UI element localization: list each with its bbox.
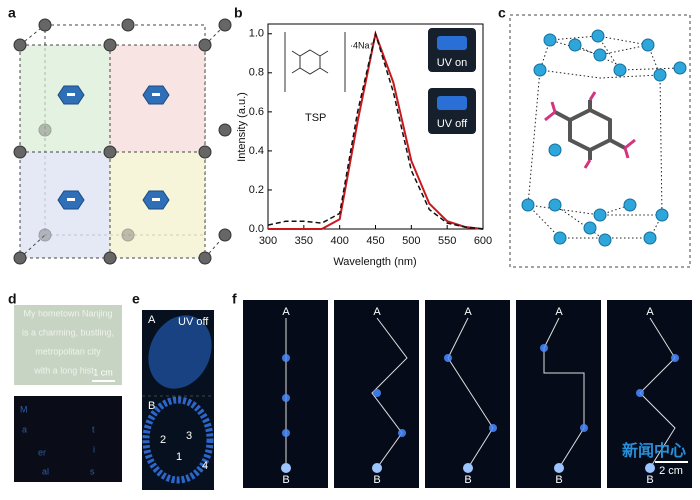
glow-letter: a [22, 424, 27, 434]
glow-dot [489, 424, 497, 432]
y-tick-label: 0.0 [249, 223, 264, 235]
panel-d: My hometown Nanjing is a charming, bustl… [14, 305, 122, 482]
glow-dot [282, 429, 290, 437]
region-label: A [148, 314, 156, 326]
glow-dot [671, 354, 679, 362]
glow-letter: er [38, 447, 46, 457]
y-tick-label: 1.0 [249, 28, 264, 40]
start-label: A [646, 306, 654, 318]
panel-label: e [132, 291, 140, 307]
glow-dot [398, 429, 406, 437]
region-label: 2 [160, 434, 166, 446]
scale-label: 1 cm [93, 367, 113, 377]
glow-dot [372, 463, 382, 473]
inset-uv-on: UV on [437, 57, 468, 69]
end-label: B [555, 474, 562, 486]
y-tick-label: 0.2 [249, 184, 264, 196]
photo-frame [516, 300, 601, 488]
x-tick-label: 300 [259, 235, 277, 247]
panel-f: A B A B A B A B A B 2 cm [243, 300, 692, 488]
photo-frame [425, 300, 510, 488]
molecule-inset [284, 32, 346, 92]
path-arrow [543, 317, 585, 469]
uv-label: UV off [178, 316, 209, 328]
path-arrow [447, 317, 494, 469]
hidden-text: metropolitan city [35, 346, 101, 356]
x-tick-label: 400 [330, 235, 348, 247]
x-tick-label: 450 [366, 235, 384, 247]
region-label: 4 [202, 460, 208, 472]
panel-label: a [8, 5, 16, 21]
start-label: A [555, 306, 563, 318]
glow-dot [444, 354, 452, 362]
glow-dot [282, 354, 290, 362]
inset-salt: ·4Na⁺ [350, 40, 375, 50]
x-tick-label: 500 [402, 235, 420, 247]
hidden-text: is a charming, bustling, [22, 327, 114, 337]
hidden-text: with a long hist [33, 365, 94, 375]
glow-dot [540, 344, 548, 352]
glow-letter: i [93, 444, 95, 454]
y-tick-label: 0.6 [249, 106, 264, 118]
inset-uv-off: UV off [437, 118, 468, 130]
crystal-diagram [509, 14, 691, 268]
watermark: 新闻中心 [622, 441, 686, 460]
glow-dot [645, 463, 655, 473]
glow-dot [281, 463, 291, 473]
hidden-text: My hometown Nanjing [23, 308, 112, 318]
panel-label: c [498, 5, 506, 21]
glow-dot [636, 389, 644, 397]
end-label: B [464, 474, 471, 486]
panel-e: A UV off B 1 2 3 4 [142, 310, 214, 490]
start-label: A [282, 306, 290, 318]
y-tick-label: 0.4 [249, 145, 264, 157]
photo-frame [607, 300, 692, 488]
emission-chart: Intensity (a.u.) Wavelength (nm) ·4Na⁺ T… [236, 23, 492, 268]
panel-label: d [8, 291, 17, 307]
x-tick-label: 550 [438, 235, 456, 247]
glow-dot [463, 463, 473, 473]
spectrum-line [267, 30, 484, 230]
glow-dot [580, 424, 588, 432]
end-label: B [373, 474, 380, 486]
y-axis-label: Intensity (a.u.) [236, 92, 248, 162]
glow-letter: al [42, 466, 49, 476]
inset-molecule: TSP [305, 112, 326, 124]
region-label: B [148, 400, 155, 412]
region-label: 1 [176, 451, 182, 463]
glow-dot [282, 394, 290, 402]
region-label: 3 [186, 430, 192, 442]
start-label: A [464, 306, 472, 318]
glow-dot [554, 463, 564, 473]
panel-label: b [234, 5, 243, 21]
panel-label: f [232, 291, 237, 307]
glow-letter: M [20, 404, 28, 414]
y-tick-label: 0.8 [249, 67, 264, 79]
end-label: B [646, 474, 653, 486]
glow-letter: s [90, 466, 95, 476]
cube-diagram [13, 18, 232, 265]
x-tick-label: 600 [474, 235, 492, 247]
scale-label: 2 cm [659, 465, 683, 477]
glow-dot [373, 389, 381, 397]
start-label: A [373, 306, 381, 318]
x-axis-label: Wavelength (nm) [333, 256, 416, 268]
glow-letter: t [92, 424, 95, 434]
end-label: B [282, 474, 289, 486]
x-tick-label: 350 [295, 235, 313, 247]
path-arrow [371, 317, 408, 469]
